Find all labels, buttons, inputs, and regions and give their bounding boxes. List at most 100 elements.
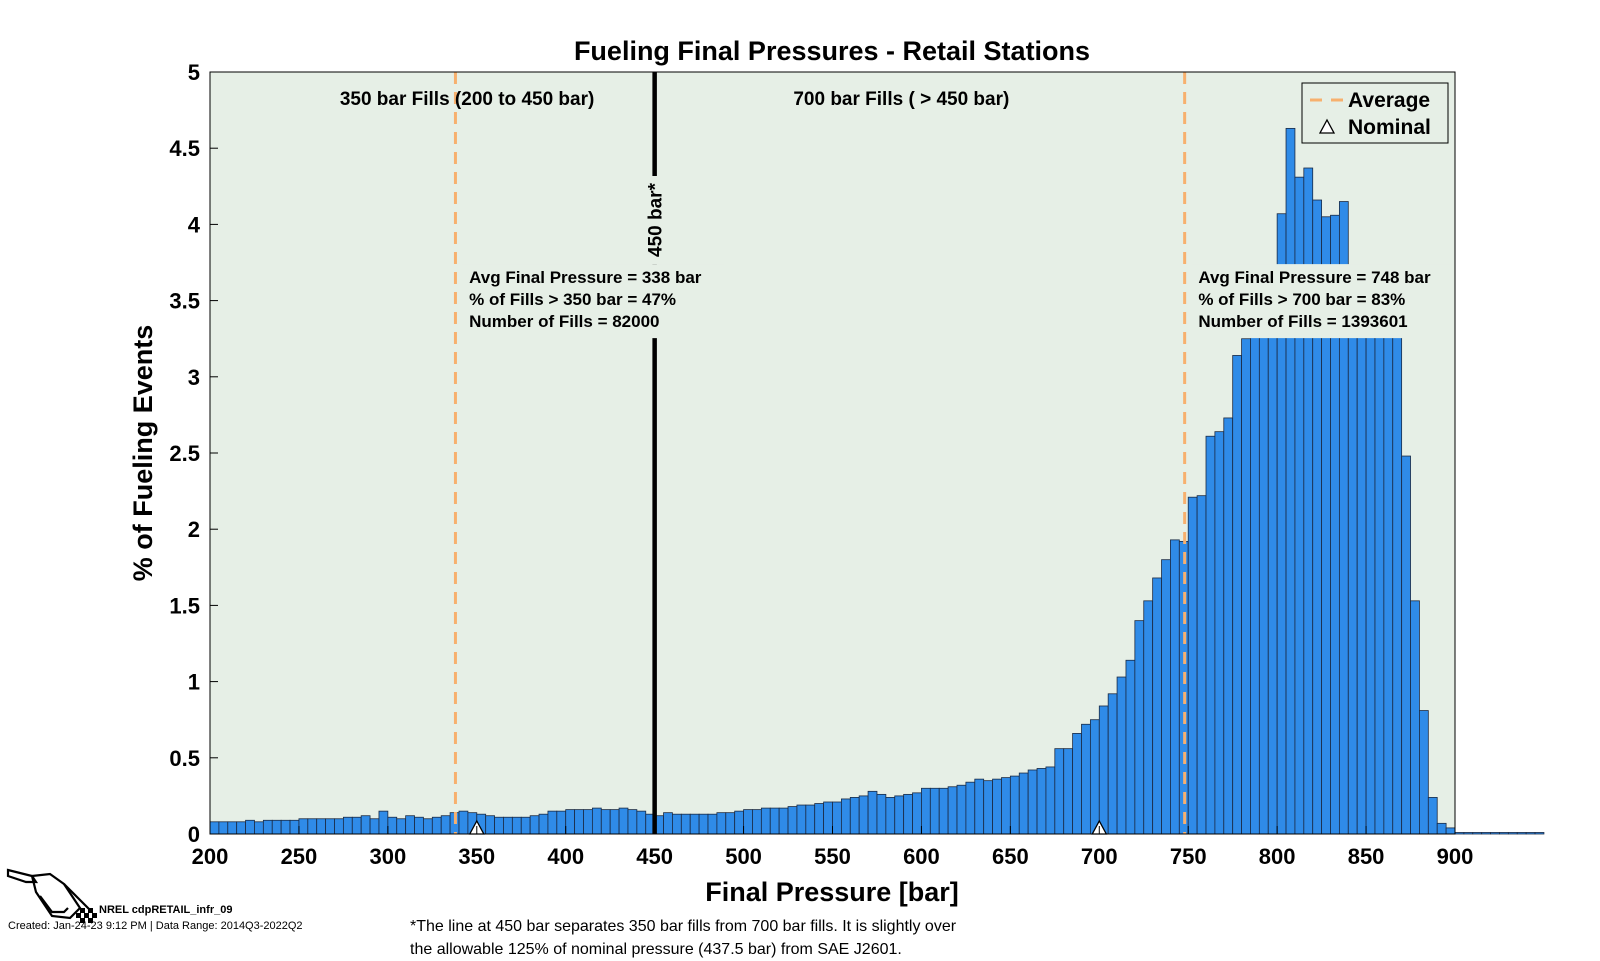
histogram-bar	[1250, 330, 1260, 835]
histogram-bar	[1001, 777, 1011, 835]
histogram-bar	[369, 818, 380, 835]
histogram-bar	[583, 809, 593, 835]
divider-label: 450 bar*	[646, 182, 667, 257]
legend-nominal-swatch	[1318, 118, 1336, 134]
divider-label-bg	[643, 176, 666, 264]
histogram-bar	[378, 810, 389, 835]
x-ticks: 200 250 300 350 400 450 500 550 600 650 700 750 800 8…	[192, 826, 1474, 869]
histogram-bar	[1410, 600, 1420, 835]
histogram-bar	[672, 813, 682, 835]
y-tick-label: 0.5	[169, 746, 200, 771]
histogram-bar	[1445, 827, 1456, 835]
histogram-bar	[494, 816, 504, 835]
legend: Average Nominal	[1301, 82, 1449, 144]
histogram-bar	[1374, 330, 1385, 835]
histogram-bar	[1454, 832, 1465, 835]
histogram-bar	[1507, 832, 1518, 835]
x-tick-label: 250	[281, 844, 318, 869]
histogram-bar	[574, 809, 584, 835]
histogram-bar	[1027, 769, 1038, 835]
histogram-bar	[529, 815, 540, 835]
histogram-bar	[787, 806, 798, 835]
histogram-bar	[805, 804, 816, 835]
annotation-line: Avg Final Pressure = 338 bar	[469, 268, 702, 287]
histogram-bar	[1170, 539, 1180, 835]
histogram-bar	[342, 816, 353, 835]
histogram-bar	[1072, 733, 1082, 835]
histogram-bar	[511, 816, 522, 835]
histogram-bar	[591, 807, 602, 835]
histogram-bar	[227, 821, 238, 835]
histogram-bar	[325, 818, 335, 835]
x-tick-label: 850	[1348, 844, 1385, 869]
x-tick-label: 700	[1081, 844, 1118, 869]
histogram-bar	[1516, 832, 1527, 835]
histogram-bar	[1152, 577, 1162, 835]
y-tick-label: 1.5	[169, 593, 200, 618]
x-tick-label: 650	[992, 844, 1029, 869]
footnote: *The line at 450 bar separates 350 bar f…	[410, 915, 1110, 961]
histogram-bar	[796, 804, 807, 835]
y-ticks: 0 0.5 1 1.5 2 2.5 3 3.5 4 4.5 5	[169, 60, 218, 847]
overlays-group: 450 bar* 350 bar Fills (200 to 450 bar) 70…	[340, 72, 1454, 835]
histogram-bar	[965, 781, 976, 835]
histogram-bar	[947, 786, 958, 835]
histogram-bar	[440, 815, 451, 835]
histogram-bar	[547, 810, 558, 835]
histogram-bar	[894, 795, 905, 835]
histogram-bar	[1258, 313, 1269, 835]
histogram-bar	[680, 813, 691, 835]
x-tick-label: 500	[725, 844, 762, 869]
histogram-bar	[929, 787, 940, 835]
histogram-bar	[903, 793, 913, 835]
logo-id-label: NREL cdpRETAIL_infr_09	[99, 904, 233, 916]
histogram-bar	[1419, 710, 1429, 835]
histogram-bar	[271, 819, 282, 835]
histogram-bar	[1534, 832, 1545, 835]
histogram-bar	[1490, 832, 1500, 835]
histogram-bar	[832, 801, 842, 835]
histogram-bar	[1081, 723, 1091, 835]
histogram-bar	[485, 815, 495, 835]
y-tick-label: 5	[188, 60, 200, 85]
histogram-bar	[636, 810, 647, 835]
y-tick-label: 1	[188, 670, 200, 695]
x-tick-label: 600	[903, 844, 940, 869]
histogram-bar	[725, 812, 736, 835]
annotation-line: Avg Final Pressure = 748 bar	[1198, 268, 1431, 287]
histogram-bar	[1214, 431, 1225, 835]
histogram-bar	[1205, 435, 1216, 835]
histogram-bar	[289, 819, 300, 835]
histogram-bar	[1241, 338, 1251, 835]
histogram-bar	[1009, 775, 1020, 835]
histogram-bar	[1045, 766, 1056, 835]
x-tick-label: 350	[458, 844, 495, 869]
histogram-bar	[876, 793, 887, 835]
annotation-bg	[1191, 264, 1454, 339]
histogram-bar	[618, 807, 629, 835]
histogram-bar	[858, 795, 869, 835]
x-tick-label: 550	[814, 844, 851, 869]
histogram-bar	[1472, 832, 1483, 835]
x-axis-label: Final Pressure [bar]	[705, 877, 959, 907]
x-tick-label: 900	[1437, 844, 1474, 869]
chart-title: Fueling Final Pressures - Retail Station…	[574, 36, 1090, 66]
histogram-bar	[921, 787, 931, 835]
histogram-bar	[1063, 748, 1074, 835]
fuel-nozzle-icon	[6, 868, 97, 923]
annotation-line: % of Fills > 350 bar = 47%	[469, 290, 676, 309]
annotation-line: Number of Fills = 1393601	[1198, 312, 1407, 331]
histogram-bar	[316, 818, 327, 835]
histogram-bar	[334, 818, 344, 835]
histogram-bar	[1356, 330, 1367, 835]
histogram-bar	[716, 812, 727, 835]
annotation-line: % of Fills > 700 bar = 83%	[1198, 290, 1405, 309]
legend-nominal-label: Nominal	[1348, 116, 1431, 139]
histogram-bar	[698, 813, 709, 835]
histogram-bar	[1401, 455, 1411, 835]
x-tick-label: 800	[1259, 844, 1296, 869]
histogram-bar	[396, 818, 407, 835]
histogram-bar	[689, 813, 700, 835]
histogram-bar	[1089, 719, 1100, 835]
histogram-bar	[351, 816, 362, 835]
